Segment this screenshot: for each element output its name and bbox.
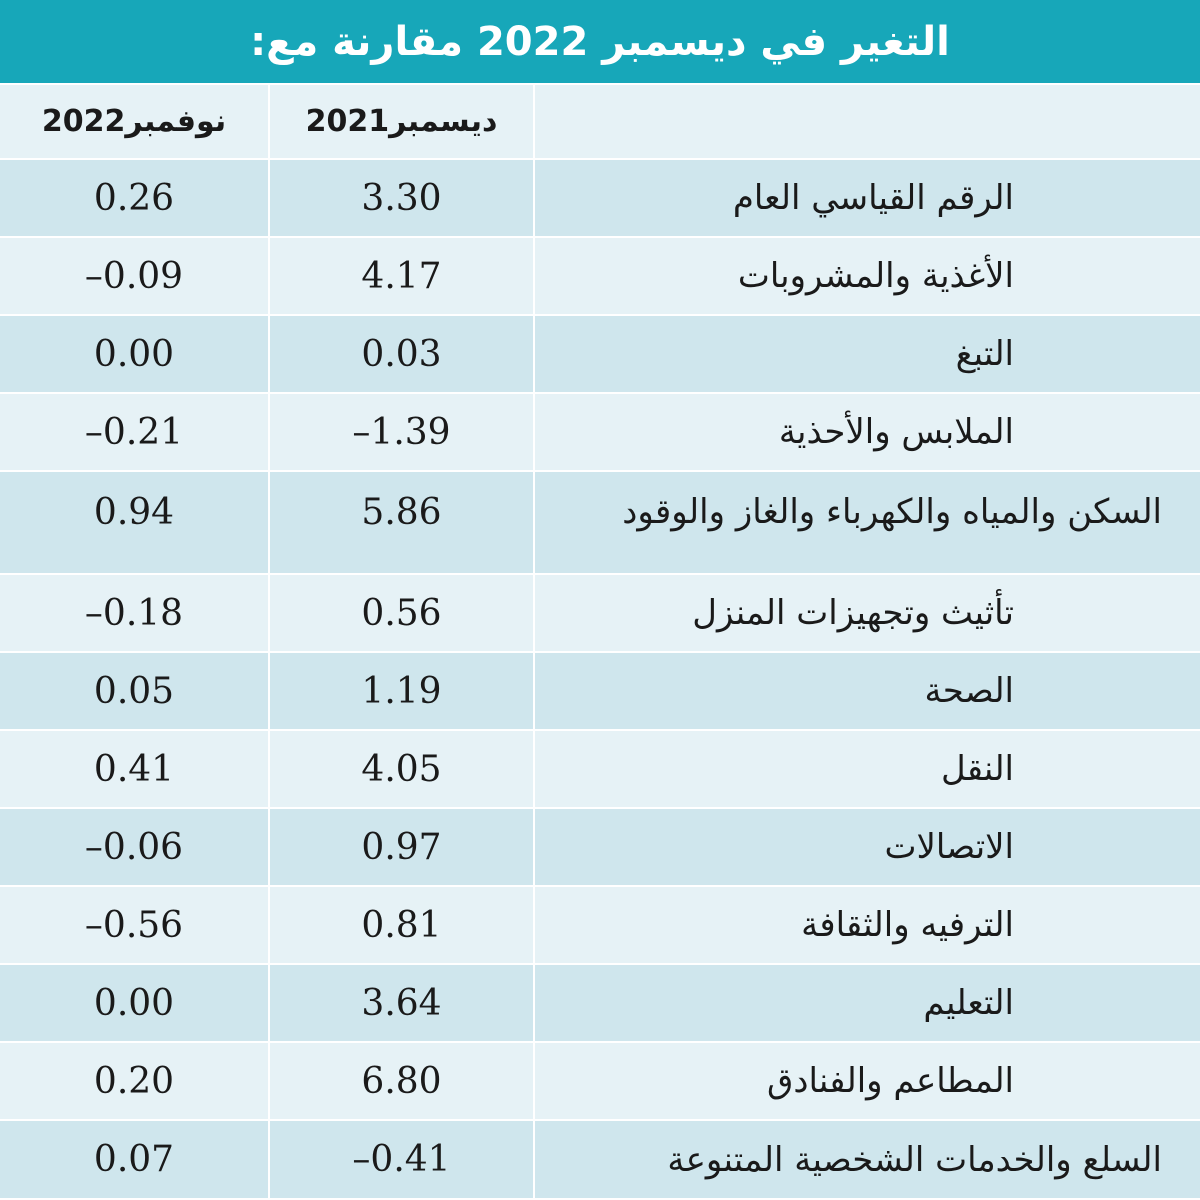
value-cell: 0.41: [0, 731, 268, 809]
value-cell: 0.00: [0, 316, 268, 394]
row-label: التبغ: [533, 316, 1200, 394]
row-label: تأثيث وتجهيزات المنزل: [533, 575, 1200, 653]
value-cell: 3.64: [268, 965, 533, 1043]
value-cell: 4.05: [268, 731, 533, 809]
value-cell: 4.17: [268, 238, 533, 316]
value-cell: –0.06: [0, 809, 268, 887]
value-cell: 0.94: [0, 472, 268, 575]
value-cell: 6.80: [268, 1043, 533, 1121]
row-label: الأغذية والمشروبات: [533, 238, 1200, 316]
value-cell: 1.19: [268, 653, 533, 731]
value-cell: –0.21: [0, 394, 268, 472]
value-cell: –0.18: [0, 575, 268, 653]
column-header: ديسمبر2021: [268, 85, 533, 160]
value-cell: –0.41: [268, 1121, 533, 1200]
value-cell: 0.20: [0, 1043, 268, 1121]
value-cell: 5.86: [268, 472, 533, 575]
row-label: الرقم القياسي العام: [533, 160, 1200, 238]
row-label: الملابس والأحذية: [533, 394, 1200, 472]
table-title: التغير في ديسمبر 2022 مقارنة مع:: [0, 0, 1200, 85]
value-cell: 0.03: [268, 316, 533, 394]
value-cell: 0.81: [268, 887, 533, 965]
row-label: السكن والمياه والكهرباء والغاز والوقود: [533, 472, 1200, 575]
row-label: المطاعم والفنادق: [533, 1043, 1200, 1121]
value-cell: –1.39: [268, 394, 533, 472]
value-cell: 0.26: [0, 160, 268, 238]
value-cell: –0.56: [0, 887, 268, 965]
value-cell: –0.09: [0, 238, 268, 316]
value-cell: 3.30: [268, 160, 533, 238]
table: ديسمبر2021 نوفمبر2022 الرقم القياسي العام 3…: [0, 85, 1200, 1200]
value-cell: 0.00: [0, 965, 268, 1043]
column-header: نوفمبر2022: [0, 85, 268, 160]
row-label: السلع والخدمات الشخصية المتنوعة: [533, 1121, 1200, 1200]
value-cell: 0.97: [268, 809, 533, 887]
row-label: الاتصالات: [533, 809, 1200, 887]
value-cell: 0.07: [0, 1121, 268, 1200]
row-label: الصحة: [533, 653, 1200, 731]
row-label: الترفيه والثقافة: [533, 887, 1200, 965]
header-blank: [533, 85, 1200, 160]
value-cell: 0.56: [268, 575, 533, 653]
value-cell: 0.05: [0, 653, 268, 731]
row-label: النقل: [533, 731, 1200, 809]
row-label: التعليم: [533, 965, 1200, 1043]
